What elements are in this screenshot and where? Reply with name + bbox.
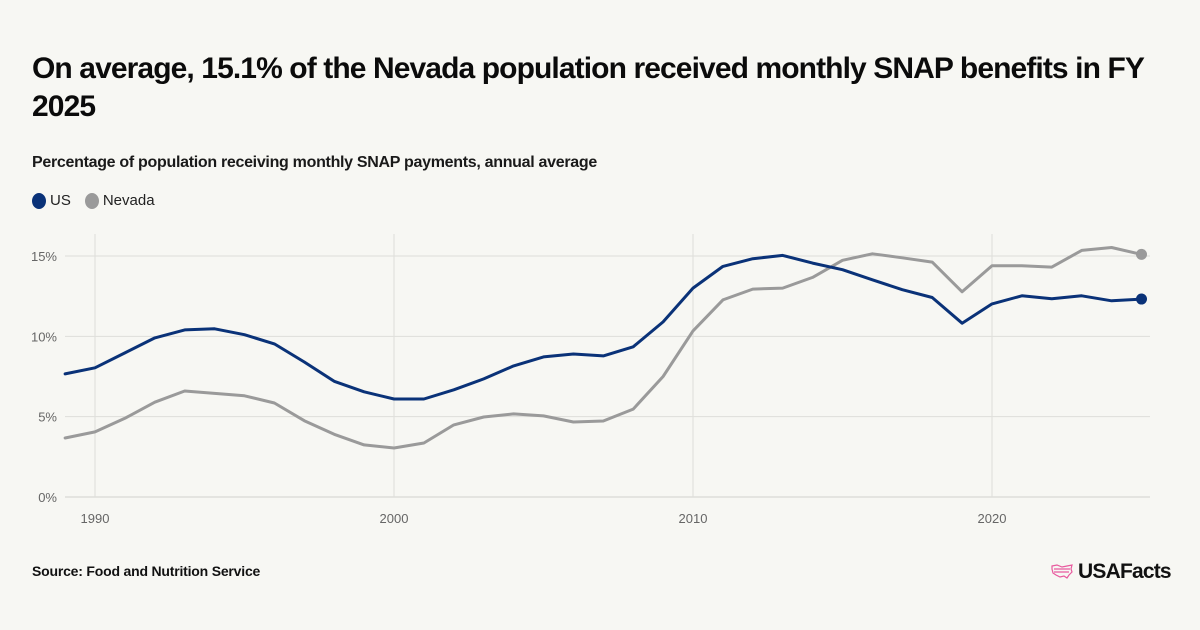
series-lines (63, 246, 1147, 450)
y-tick-label: 5% (38, 410, 57, 425)
legend-item-nevada[interactable]: Nevada (84, 192, 155, 209)
gridlines (65, 234, 1150, 498)
y-tick-label: 15% (31, 249, 57, 264)
x-tick-label: 1990 (81, 511, 110, 526)
chart-title: On average, 15.1% of the Nevada populati… (32, 52, 1144, 123)
y-tick-label: 0% (38, 490, 57, 505)
brand-name: USAFacts (1078, 560, 1172, 583)
legend-dot-nevada-icon (84, 192, 99, 209)
legend: US Nevada (32, 192, 155, 209)
legend-label-us: US (50, 192, 71, 209)
series-line-nevada[interactable] (63, 246, 1143, 450)
legend-dot-us-icon (32, 192, 46, 209)
y-axis: 0% 5% 10% 15% (31, 249, 57, 505)
chart-subtitle: Percentage of population receiving month… (32, 154, 597, 171)
source-note: Source: Food and Nutrition Service (32, 563, 261, 579)
legend-item-us[interactable]: US (32, 192, 71, 209)
us-map-icon (1051, 564, 1073, 579)
x-tick-label: 2020 (978, 511, 1007, 526)
x-tick-label: 2000 (380, 511, 409, 526)
end-marker-us[interactable] (1136, 293, 1147, 305)
series-line-us[interactable] (63, 253, 1143, 401)
y-tick-label: 10% (31, 329, 57, 344)
end-marker-nevada[interactable] (1136, 248, 1147, 260)
brand-logo[interactable]: USAFacts (1050, 560, 1172, 584)
x-axis: 1990 2000 2010 2020 (81, 511, 1007, 526)
legend-label-nevada: Nevada (102, 192, 155, 209)
x-tick-label: 2010 (679, 511, 708, 526)
